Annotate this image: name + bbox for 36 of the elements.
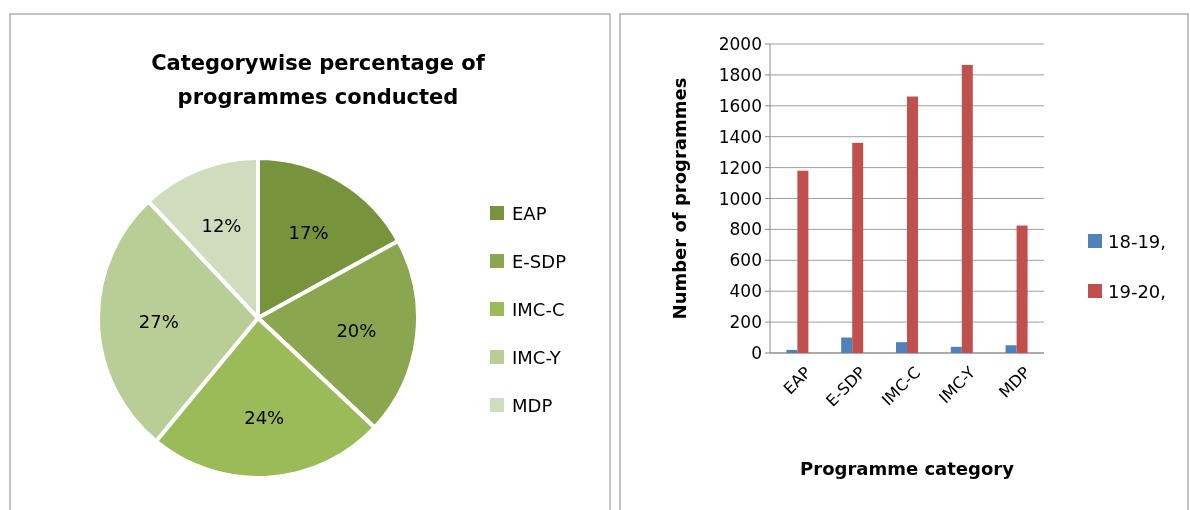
bar [841,337,853,353]
x-axis-title: Programme category [800,458,1015,479]
data-label: 24% [244,406,285,428]
y-tick-label: 200 [729,312,762,333]
y-tick-label: 800 [729,219,762,240]
data-label: 27% [138,310,179,332]
y-tick-label: 1000 [718,188,762,209]
bar [950,346,962,353]
legend-label: E-SDP [512,250,567,272]
legend-label: EAP [512,202,547,224]
y-tick-label: 1400 [718,126,762,147]
chart-title: Categorywise percentage of programmes conducted [151,51,486,109]
bar [961,64,973,353]
legend-label: 18-19, [1108,230,1167,252]
legend-label: IMC-Y [512,346,562,368]
legend-label: IMC-C [512,298,565,320]
data-label: 12% [201,215,242,237]
y-axis-title: Number of programmes [669,77,690,320]
bar [907,96,918,353]
bar [786,349,798,353]
bar [1005,345,1017,353]
y-tick-label: 1800 [718,64,762,85]
data-label: 17% [288,222,329,244]
x-tick-label: EAP [779,362,815,399]
legend-label: 19-20, [1108,280,1167,302]
bar [852,142,864,353]
y-tick-label: 400 [729,281,762,302]
bar [1016,225,1028,353]
y-tick-label: 600 [729,250,762,271]
y-tick-label: 1200 [718,157,762,178]
y-tick-label: 2000 [718,34,762,54]
bar [896,342,907,353]
bar [797,170,809,353]
data-label: 20% [336,319,377,341]
y-tick-label: 0 [751,343,762,363]
y-tick-label: 1600 [718,95,762,116]
